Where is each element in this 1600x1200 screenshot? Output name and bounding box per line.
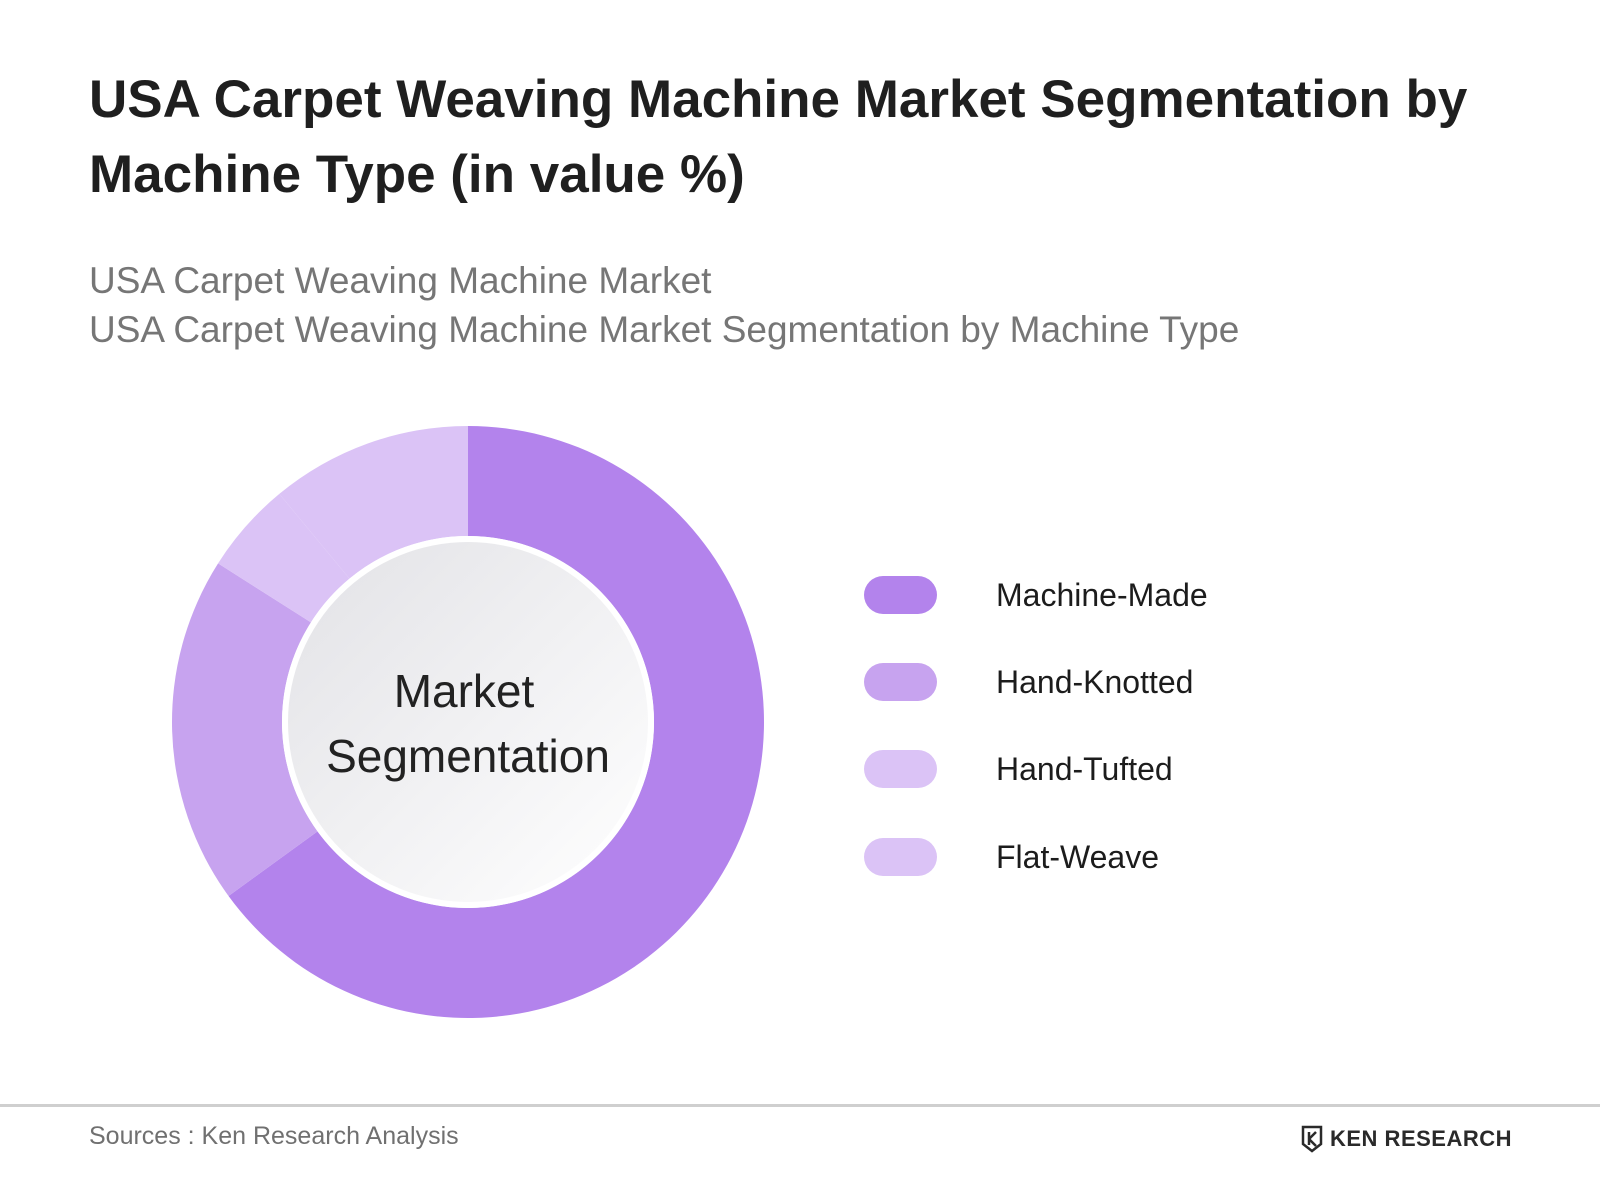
center-label-line-2: Segmentation [326, 730, 610, 782]
chart-title: USA Carpet Weaving Machine Market Segmen… [89, 70, 1468, 204]
slice-hand-knotted [172, 563, 318, 896]
brand-name: KEN RESEARCH [1330, 1126, 1513, 1151]
source-note: Sources : Ken Research Analysis [89, 1122, 459, 1150]
legend-swatch-hand-tufted [864, 750, 937, 788]
center-label-line-1: Market [394, 665, 535, 717]
legend-swatch-flat-weave [864, 838, 937, 876]
subtitle-segmentation: USA Carpet Weaving Machine Market Segmen… [89, 309, 1240, 350]
slice-machine-made [228, 426, 764, 1018]
ken-research-logo-icon [1301, 1125, 1323, 1153]
donut-slices [172, 426, 764, 1018]
footer-divider [0, 1104, 1600, 1107]
legend-label-hand-knotted: Hand-Knotted [996, 664, 1194, 700]
legend-label-flat-weave: Flat-Weave [996, 839, 1160, 875]
slice-hand-tufted [218, 493, 350, 623]
legend-label-hand-tufted: Hand-Tufted [996, 751, 1173, 787]
legend-label-machine-made: Machine-Made [996, 577, 1208, 613]
legend-swatch-machine-made [864, 576, 937, 614]
legend-swatch-hand-knotted [864, 663, 937, 701]
slice-flat-weave [279, 426, 468, 579]
subtitle-market: USA Carpet Weaving Machine Market [89, 260, 712, 301]
center-disc [288, 542, 648, 902]
